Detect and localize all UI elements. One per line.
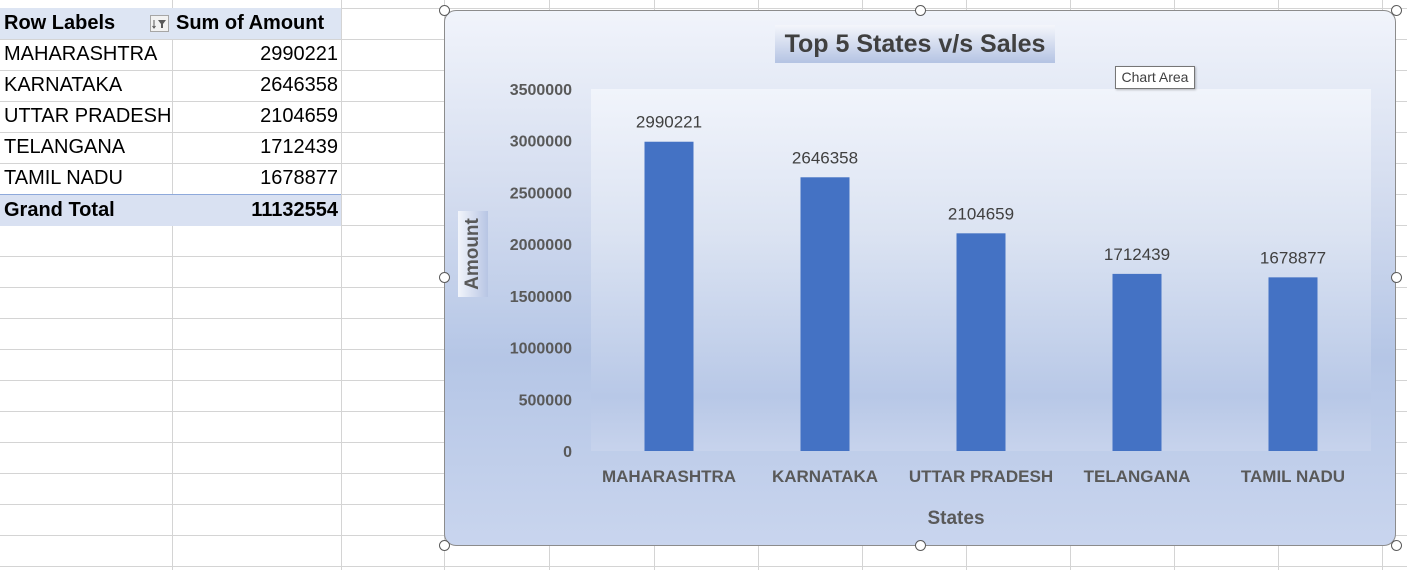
bar[interactable] — [1268, 277, 1318, 451]
column-gridline — [341, 0, 342, 570]
resize-handle-bottom-right[interactable] — [1391, 540, 1402, 551]
bar[interactable] — [956, 233, 1006, 451]
chart-title-background — [775, 25, 1055, 63]
data-label[interactable]: 1712439 — [1104, 245, 1170, 264]
bar[interactable] — [644, 141, 694, 451]
data-label[interactable]: 2646358 — [792, 148, 858, 167]
bar[interactable] — [800, 177, 850, 452]
filter-dropdown-button[interactable] — [150, 15, 169, 32]
pivot-header-row: Row Labels Sum of Amount — [0, 8, 341, 39]
state-label[interactable]: TAMIL NADU — [4, 167, 123, 189]
sum-of-amount-header[interactable]: Sum of Amount — [176, 12, 325, 34]
chart-title[interactable]: Top 5 States v/s Sales — [784, 30, 1046, 58]
resize-handle-top[interactable] — [915, 5, 926, 16]
resize-handle-bottom[interactable] — [915, 540, 926, 551]
y-tick-label: 0 — [563, 444, 572, 461]
pivot-row[interactable]: KARNATAKA 2646358 — [0, 70, 341, 101]
y-tick-label: 2500000 — [510, 185, 572, 202]
resize-handle-left[interactable] — [439, 272, 450, 283]
grand-total-value[interactable]: 11132554 — [251, 199, 338, 221]
x-tick-label: UTTAR PRADESH — [909, 467, 1053, 486]
resize-handle-right[interactable] — [1391, 272, 1402, 283]
y-tick-label: 3000000 — [510, 134, 572, 151]
x-tick-label: KARNATAKA — [772, 467, 878, 486]
pivot-row[interactable]: UTTAR PRADESH 2104659 — [0, 101, 341, 132]
state-label[interactable]: TELANGANA — [4, 136, 126, 158]
amount-value[interactable]: 1678877 — [260, 167, 338, 189]
pivot-row[interactable]: TAMIL NADU 1678877 — [0, 163, 341, 194]
amount-value[interactable]: 2990221 — [260, 43, 338, 65]
grand-total-label[interactable]: Grand Total — [4, 199, 115, 221]
y-tick-label: 3500000 — [510, 82, 572, 99]
state-label[interactable]: UTTAR PRADESH — [4, 105, 172, 127]
row-gridline — [0, 8, 1407, 9]
bar[interactable] — [1112, 273, 1162, 451]
chart-area[interactable]: Top 5 States v/s Sales Amount States 0 50… — [444, 10, 1396, 546]
y-tick-label: 1000000 — [510, 341, 572, 358]
state-label[interactable]: KARNATAKA — [4, 74, 123, 96]
y-tick-label: 1500000 — [510, 289, 572, 306]
amount-value[interactable]: 1712439 — [260, 136, 338, 158]
amount-value[interactable]: 2646358 — [260, 74, 338, 96]
x-tick-label: TAMIL NADU — [1241, 467, 1345, 486]
pivot-row[interactable]: TELANGANA 1712439 — [0, 132, 341, 163]
data-label[interactable]: 1678877 — [1260, 248, 1326, 267]
y-tick-label: 2000000 — [510, 237, 572, 254]
grand-total-row[interactable]: Grand Total 11132554 — [0, 194, 341, 226]
data-label[interactable]: 2104659 — [948, 204, 1014, 223]
chart-svg: 0 500000 1000000 1500000 2000000 2500000 30000… — [510, 82, 1345, 486]
filter-sort-icon — [152, 20, 166, 29]
y-axis-title-background — [458, 211, 488, 297]
row-labels-header[interactable]: Row Labels — [4, 12, 116, 34]
state-label[interactable]: MAHARASHTRA — [4, 43, 158, 65]
amount-value[interactable]: 2104659 — [260, 105, 338, 127]
resize-handle-bottom-left[interactable] — [439, 540, 450, 551]
resize-handle-top-left[interactable] — [439, 5, 450, 16]
row-gridline — [0, 566, 1407, 567]
x-tick-label: TELANGANA — [1084, 467, 1191, 486]
chart-area-tooltip: Chart Area — [1115, 66, 1195, 89]
x-axis-title[interactable]: States — [927, 508, 985, 529]
data-label[interactable]: 2990221 — [636, 113, 702, 132]
x-tick-label: MAHARASHTRA — [602, 467, 736, 486]
resize-handle-top-right[interactable] — [1391, 5, 1402, 16]
pivot-row[interactable]: MAHARASHTRA 2990221 — [0, 39, 341, 70]
column-gridline — [172, 0, 173, 570]
y-tick-label: 500000 — [519, 392, 572, 409]
